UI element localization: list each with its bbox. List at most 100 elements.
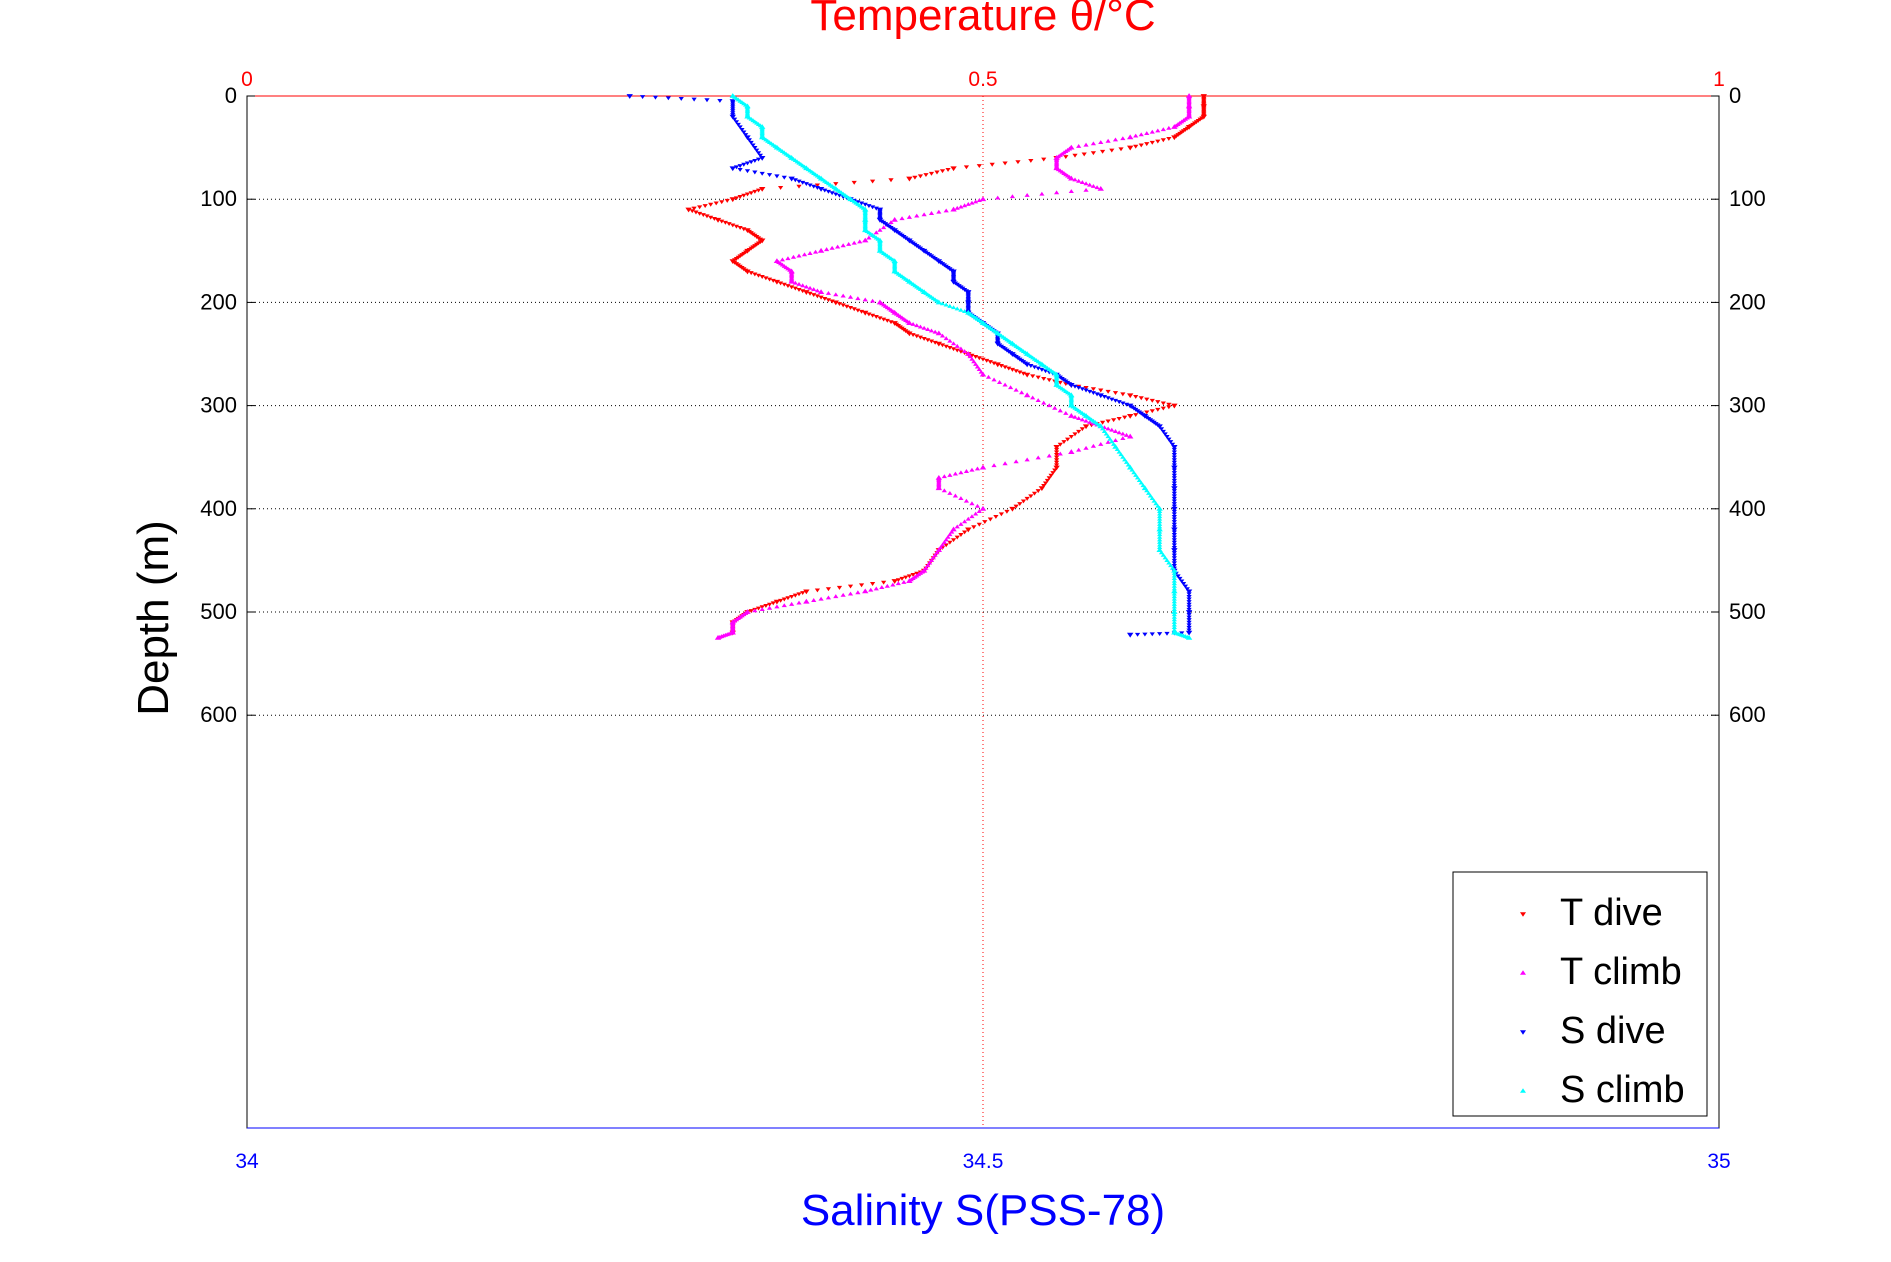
- point-s-dive-interp: [748, 160, 754, 165]
- point-t-climb-interp: [895, 581, 901, 586]
- legend-marker-s-climb: [1520, 1088, 1526, 1093]
- point-s-climb-interp: [877, 247, 883, 252]
- point-s-climb-interp: [962, 309, 968, 313]
- point-t-dive-interp: [1160, 138, 1166, 143]
- legend-label-s-climb: S climb: [1560, 1069, 1685, 1111]
- point-s-dive-interp: [1120, 401, 1126, 406]
- point-s-climb-interp: [1149, 496, 1155, 501]
- point-t-climb-interp: [785, 256, 791, 261]
- point-t-climb-interp: [1057, 451, 1063, 456]
- point-t-climb-interp: [1055, 154, 1062, 159]
- point-t-climb-interp: [965, 516, 971, 521]
- point-t-climb-interp: [925, 563, 931, 568]
- y-tick-label-right: 100: [1729, 186, 1766, 211]
- point-t-dive-interp: [971, 525, 977, 530]
- point-s-dive: [817, 186, 825, 192]
- point-t-climb: [1127, 433, 1134, 439]
- point-t-climb-interp: [1068, 189, 1074, 194]
- point-s-dive-interp: [1186, 613, 1192, 617]
- point-t-dive-interp: [752, 272, 758, 277]
- point-s-dive-interp: [752, 146, 758, 150]
- point-s-climb-interp: [1155, 503, 1161, 508]
- y-tick-label-left: 200: [200, 289, 237, 314]
- point-s-dive-interp: [1171, 484, 1177, 488]
- point-s-dive-interp: [737, 167, 743, 172]
- point-s-dive-interp: [1112, 398, 1119, 403]
- point-s-dive-interp: [737, 125, 743, 130]
- point-t-dive-interp: [945, 167, 951, 172]
- point-t-climb-interp: [1083, 445, 1089, 450]
- point-s-dive-interp: [866, 204, 872, 208]
- point-t-climb-interp: [1105, 426, 1111, 431]
- point-t-climb-interp: [1109, 427, 1115, 432]
- point-t-dive-interp: [766, 602, 773, 607]
- point-t-climb-interp: [908, 577, 914, 582]
- point-s-dive-interp: [1171, 491, 1177, 496]
- point-t-dive: [1023, 372, 1031, 378]
- point-t-climb-interp: [996, 380, 1003, 384]
- point-t-climb-interp: [1120, 431, 1126, 436]
- point-s-dive-interp: [1140, 413, 1146, 417]
- point-s-climb-interp: [744, 113, 751, 117]
- point-t-dive-interp: [873, 315, 879, 319]
- point-t-climb-interp: [835, 244, 841, 249]
- point-t-climb-interp: [969, 356, 975, 361]
- point-t-dive-interp: [1166, 402, 1172, 407]
- point-t-climb-interp: [1076, 416, 1082, 421]
- point-s-dive-interp: [1171, 551, 1177, 555]
- point-t-dive-interp: [840, 303, 846, 308]
- point-t-climb-interp: [939, 542, 946, 547]
- point-t-climb-interp: [1173, 123, 1179, 128]
- point-s-dive-interp: [934, 258, 940, 263]
- point-s-climb-interp: [1184, 634, 1190, 639]
- point-t-climb-interp: [732, 618, 738, 623]
- point-t-climb-interp: [779, 257, 786, 262]
- point-t-dive-interp: [1116, 416, 1122, 421]
- point-t-dive-interp: [973, 355, 979, 359]
- point-s-dive-interp: [836, 193, 843, 198]
- point-t-climb-interp: [870, 298, 876, 303]
- point-t-dive-interp: [844, 304, 850, 309]
- point-t-dive-interp: [746, 247, 752, 252]
- point-s-dive-interp: [1171, 504, 1177, 509]
- point-t-dive-interp: [1083, 385, 1089, 390]
- point-t-dive-interp: [737, 226, 743, 230]
- point-s-climb-interp: [831, 185, 837, 190]
- point-t-climb-interp: [974, 466, 981, 471]
- point-s-climb-interp: [1037, 360, 1043, 365]
- point-s-dive-interp: [1171, 468, 1177, 473]
- point-t-climb-interp: [774, 604, 780, 609]
- point-s-dive-interp: [1171, 453, 1177, 457]
- point-t-climb-interp: [995, 195, 1001, 200]
- point-t-climb-interp: [932, 329, 938, 334]
- point-t-dive-interp: [947, 345, 953, 350]
- point-s-climb-interp: [743, 102, 749, 107]
- point-t-dive-interp: [1144, 142, 1150, 147]
- point-s-climb-interp: [1157, 524, 1163, 529]
- point-t-climb-interp: [1112, 429, 1119, 433]
- point-t-dive-interp: [1188, 124, 1194, 129]
- point-s-climb-interp: [1101, 429, 1108, 433]
- point-t-dive-interp: [836, 302, 843, 307]
- point-s-dive-interp: [870, 205, 876, 210]
- point-t-climb-interp: [1094, 185, 1100, 190]
- point-s-climb-interp: [1157, 516, 1163, 521]
- point-t-climb-interp: [923, 565, 929, 570]
- point-s-dive-interp: [732, 117, 738, 122]
- point-t-dive-interp: [1054, 458, 1060, 463]
- point-t-climb-interp: [1083, 187, 1089, 192]
- point-s-climb-interp: [1107, 436, 1113, 441]
- point-s-dive-interp: [950, 278, 957, 283]
- point-t-climb-interp: [914, 213, 920, 218]
- point-t-dive-interp: [778, 186, 784, 190]
- point-t-dive-interp: [851, 307, 857, 312]
- point-s-climb-interp: [1169, 565, 1176, 570]
- point-s-climb-interp: [943, 302, 949, 307]
- point-t-dive-interp: [1054, 453, 1060, 457]
- point-t-dive: [994, 362, 1001, 368]
- top-tick-label-0: 0: [241, 68, 253, 91]
- point-s-climb-interp: [772, 143, 778, 148]
- point-s-climb-interp: [1096, 422, 1102, 427]
- point-s-dive-interp: [1171, 458, 1177, 463]
- point-t-climb-interp: [833, 594, 839, 599]
